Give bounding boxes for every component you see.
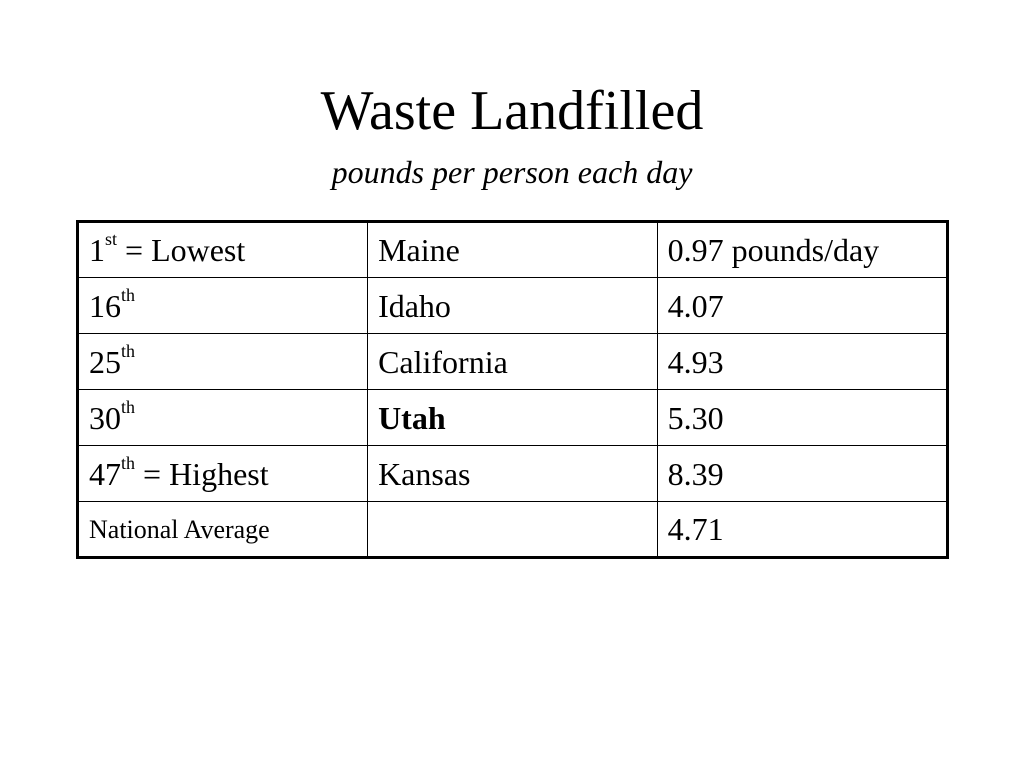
- value-cell: 4.07: [656, 277, 949, 334]
- slide-subtitle: pounds per person each day: [331, 154, 693, 190]
- table-row: 1st = Lowest Maine 0.97 pounds/day: [76, 221, 949, 278]
- table-row: 25th California 4.93: [76, 333, 949, 390]
- rank-ordinal: st: [105, 229, 118, 250]
- table-row: 30th Utah 5.30: [76, 389, 949, 446]
- state-cell: Maine: [367, 221, 658, 278]
- rank-number: 47: [89, 455, 121, 492]
- table-row-average: National Average 4.71: [76, 501, 949, 558]
- rank-cell: 25th: [76, 333, 369, 390]
- table-row: 47th = Highest Kansas 8.39: [76, 445, 949, 502]
- rank-number: 30: [89, 399, 121, 436]
- value-cell: 0.97 pounds/day: [656, 221, 949, 278]
- rank-ordinal: th: [121, 284, 136, 305]
- state-cell: Idaho: [367, 277, 658, 334]
- rank-cell: 1st = Lowest: [76, 221, 369, 278]
- rank-suffix: = Lowest: [117, 232, 246, 268]
- rank-ordinal: th: [121, 340, 136, 361]
- value-cell: 4.71: [656, 501, 949, 558]
- state-cell: Utah: [367, 389, 658, 446]
- rank-number: 25: [89, 343, 121, 380]
- value-cell: 5.30: [656, 389, 949, 446]
- rank-ordinal: th: [121, 396, 136, 417]
- rank-cell: 47th = Highest: [76, 445, 369, 502]
- landfill-table: 1st = Lowest Maine 0.97 pounds/day 16th …: [76, 220, 949, 559]
- table-row: 16th Idaho 4.07: [76, 277, 949, 334]
- rank-number: 1: [89, 232, 105, 268]
- slide-title: Waste Landfilled: [320, 80, 704, 142]
- state-cell: California: [367, 333, 658, 390]
- value-cell: 4.93: [656, 333, 949, 390]
- rank-number: 16: [89, 287, 121, 324]
- value-cell: 8.39: [656, 445, 949, 502]
- rank-suffix: = Highest: [135, 455, 269, 492]
- rank-ordinal: th: [121, 452, 136, 473]
- rank-cell: 16th: [76, 277, 369, 334]
- rank-cell: 30th: [76, 389, 369, 446]
- state-cell: Kansas: [367, 445, 658, 502]
- average-label-cell: National Average: [76, 501, 369, 558]
- state-cell: [367, 501, 658, 558]
